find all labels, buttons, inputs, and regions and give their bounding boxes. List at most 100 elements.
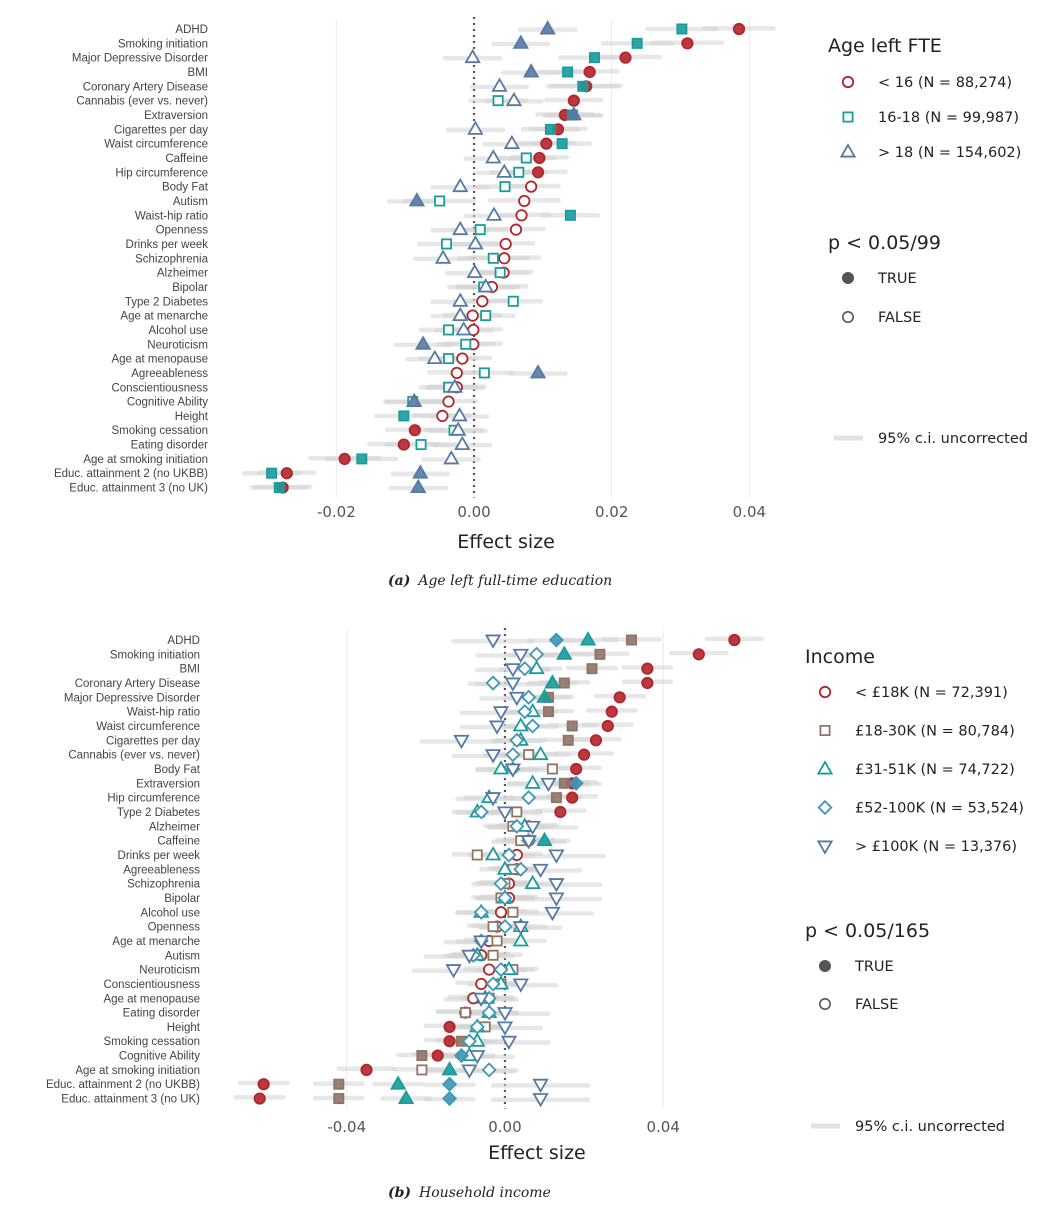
trait-label: Drinks per week xyxy=(126,239,209,251)
data-point xyxy=(605,705,618,718)
x-ticks: -0.04 0.00 0.04 xyxy=(327,1118,680,1136)
trait-label: Extraversion xyxy=(136,778,200,790)
data-point xyxy=(531,166,545,179)
data-point xyxy=(504,677,522,692)
data-point xyxy=(485,149,502,164)
data-point xyxy=(467,120,484,135)
legend-key xyxy=(841,75,855,89)
trait-label: Schizophrenia xyxy=(135,253,208,265)
data-point xyxy=(641,676,654,690)
data-point xyxy=(512,34,530,49)
points xyxy=(253,631,741,1108)
data-point xyxy=(528,659,545,675)
data-point xyxy=(504,763,522,778)
trait-label: Type 2 Diabetes xyxy=(125,296,208,308)
legend: Income < £18K (N = 72,391) £18-30K (N = 80… xyxy=(805,646,1024,1135)
data-point xyxy=(501,847,517,863)
data-point xyxy=(483,963,496,976)
data-point xyxy=(410,478,427,494)
data-point xyxy=(484,846,502,861)
trait-label: Major Depressive Disorder xyxy=(72,53,208,65)
figure-caption: (a) Age left full-time education xyxy=(388,573,612,589)
data-point xyxy=(440,238,452,250)
data-point xyxy=(397,1089,415,1105)
trait-label: Educ. attainment 2 (no UKBB) xyxy=(54,468,208,480)
data-point xyxy=(505,91,523,107)
data-point xyxy=(456,352,469,365)
x-tick-label: -0.02 xyxy=(317,503,356,521)
legend-label: 16-18 (N = 99,987) xyxy=(878,110,1019,126)
trait-label: Autism xyxy=(173,196,208,208)
data-point xyxy=(452,292,469,307)
trait-label: Body Fat xyxy=(162,182,209,194)
x-tick-label: 0.02 xyxy=(595,503,628,521)
data-point xyxy=(431,1049,444,1062)
data-point xyxy=(442,395,455,408)
trait-label: Caffeine xyxy=(165,153,208,165)
trait-label: Conscientiousness xyxy=(103,979,200,991)
ci-legend-label: 95% c.i. uncorrected xyxy=(878,431,1028,447)
data-point xyxy=(446,378,463,393)
data-point xyxy=(594,648,606,660)
data-point xyxy=(515,209,528,222)
trait-label: Smoking initiation xyxy=(118,38,208,50)
data-point xyxy=(532,863,549,879)
data-point xyxy=(532,1093,549,1108)
caption-text: Household income xyxy=(418,1185,551,1201)
data-point xyxy=(579,631,597,646)
data-point xyxy=(556,645,573,660)
trait-label: Caffeine xyxy=(157,836,200,848)
trait-label: Height xyxy=(167,1022,201,1034)
data-point xyxy=(449,421,467,436)
data-point xyxy=(443,324,455,336)
significance-key xyxy=(841,310,854,323)
data-point xyxy=(405,392,423,408)
trait-label: Cognitive Ability xyxy=(127,397,208,409)
trait-label: Hip circumference xyxy=(107,793,200,805)
data-point xyxy=(546,763,558,775)
significance-key xyxy=(841,271,854,284)
data-point xyxy=(566,791,579,804)
data-point xyxy=(492,760,510,775)
data-point xyxy=(509,732,525,748)
data-point xyxy=(496,163,513,178)
data-point xyxy=(496,1007,514,1022)
data-point xyxy=(459,1007,471,1019)
data-point xyxy=(451,407,468,422)
data-point xyxy=(412,464,429,479)
data-point xyxy=(536,688,553,703)
figure-caption: (b) Household income xyxy=(388,1185,551,1201)
trait-label: Cognitive Ability xyxy=(119,1051,200,1063)
data-point xyxy=(692,648,705,661)
series-£18-30K xyxy=(333,634,638,1105)
series-> £100K xyxy=(445,634,565,1108)
data-point xyxy=(613,691,626,704)
data-point xyxy=(507,295,519,307)
data-point xyxy=(436,409,449,423)
data-point xyxy=(414,335,432,350)
data-point xyxy=(416,1064,428,1076)
legend-title: Age left FTE xyxy=(828,35,942,57)
data-point xyxy=(257,1078,270,1091)
trait-label: Waist circumference xyxy=(96,721,200,733)
data-point xyxy=(567,94,580,107)
data-point xyxy=(548,878,565,893)
data-point xyxy=(441,1061,458,1076)
data-point xyxy=(452,177,469,193)
points xyxy=(266,20,746,494)
data-point xyxy=(544,906,561,922)
data-point xyxy=(487,921,499,933)
significance-key xyxy=(818,959,831,972)
data-point xyxy=(485,976,501,992)
legend-title: Income xyxy=(805,646,875,668)
trait-label: BMI xyxy=(188,67,208,79)
data-point xyxy=(565,106,583,121)
trait-label: Eating disorder xyxy=(131,440,209,452)
data-point xyxy=(461,1033,477,1049)
legend-label: £18-30K (N = 80,784) xyxy=(855,724,1015,740)
legend-key xyxy=(819,725,831,737)
trait-label: Bipolar xyxy=(164,893,200,905)
trait-label: Openness xyxy=(148,922,201,934)
data-point xyxy=(496,1021,514,1036)
